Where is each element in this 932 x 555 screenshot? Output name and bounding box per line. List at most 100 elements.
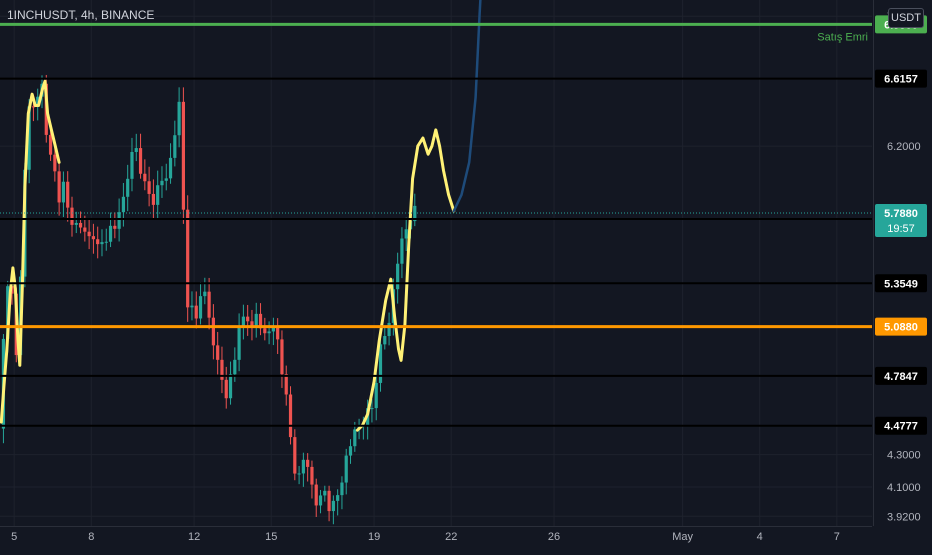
candle-body [70,207,74,225]
candle-body [250,321,254,327]
candle-body [31,106,36,108]
price-tick-label: 6.2000 [887,141,921,153]
candle-body [400,238,404,264]
candle-body [130,152,134,179]
candle-body [233,359,237,375]
candle-body [228,374,233,399]
candle-body [301,459,305,474]
candle-body [96,239,100,245]
candle-body [331,500,335,512]
candle-body [117,212,121,229]
candle-body [91,236,96,240]
candle-body [27,106,31,170]
candle-body [74,222,78,225]
level-price-label-box [875,416,927,435]
date-tick-label: 26 [548,531,560,543]
candle-body [396,263,400,290]
candle-body [224,379,228,399]
candle-body [216,345,220,360]
candle-body [61,181,66,203]
candle-body [237,325,241,360]
candle-body [168,157,173,179]
candle-body [83,227,87,232]
candle-body [57,171,61,203]
candle-body [173,135,177,158]
candle-body [348,446,353,456]
candle-body [340,482,344,496]
current-price-label: 5.7880 [884,208,918,220]
candle-body [143,173,147,182]
level-price-label: 5.3549 [884,278,918,290]
candle-body [271,327,275,332]
candle-body [66,181,70,208]
level-price-label: 4.7847 [884,371,918,383]
candle-body [297,473,301,475]
candle-body [203,291,207,297]
candle-body [246,316,250,322]
candle-body [267,331,271,334]
date-tick-label: 12 [188,531,200,543]
candle-body [207,291,211,318]
candle-body [241,316,245,326]
candle-body [151,193,156,205]
candle-body [138,148,143,174]
price-tick-label: 3.9200 [887,511,921,523]
candle-body [113,225,117,229]
candle-body [387,322,391,337]
candle-body [383,336,387,345]
candle-body [327,490,331,512]
candle-body [336,495,340,501]
candle-body [156,185,160,205]
candle-body [280,339,284,375]
symbol-header: 1INCHUSDT, 4h, BINANCE [7,8,155,22]
candle-body [263,328,267,334]
candle-body [108,225,113,242]
candle-body [353,429,357,447]
candle-body [310,466,314,485]
candle-body [78,222,83,228]
candle-body [177,101,181,136]
candle-body [194,305,198,319]
candle-body [186,209,190,308]
date-tick-label: May [672,531,693,543]
level-annotation: Satış Emri [817,31,868,43]
candle-body [276,327,280,340]
yellow-drawing [0,79,61,424]
date-tick-label: 5 [11,531,17,543]
candle-body [121,196,126,213]
candle-body [164,178,168,181]
candle-body [284,374,288,395]
blue-projection-drawing [452,0,482,213]
level-price-label: 4.4777 [884,421,918,433]
level-price-label-box [875,366,927,385]
level-price-label: 6.6157 [884,74,918,86]
candle-body [53,154,57,172]
candle-body [378,344,383,383]
candle-body [258,313,263,329]
candle-body [314,484,318,506]
candle-body [344,455,348,483]
candle-body [100,242,104,245]
date-tick-label: 19 [368,531,380,543]
candle-body [104,241,108,243]
candle-body [370,408,374,410]
candle-body [147,181,151,194]
currency-button[interactable]: USDT [888,8,924,28]
price-tick-label: 4.1000 [887,482,921,494]
candle-body [288,394,293,438]
level-price-label-box [875,69,927,88]
candle-body [374,382,378,409]
current-price-label-box [875,203,927,237]
candle-body [126,178,130,197]
date-tick-label: 22 [445,531,457,543]
price-tick-label: 4.3000 [887,450,921,462]
candle-body [293,437,297,474]
candle-body [190,305,194,308]
candle-body [181,101,185,210]
candle-body [254,313,258,327]
candle-body [160,180,164,186]
date-tick-label: 7 [834,531,840,543]
candle-body [48,134,53,155]
